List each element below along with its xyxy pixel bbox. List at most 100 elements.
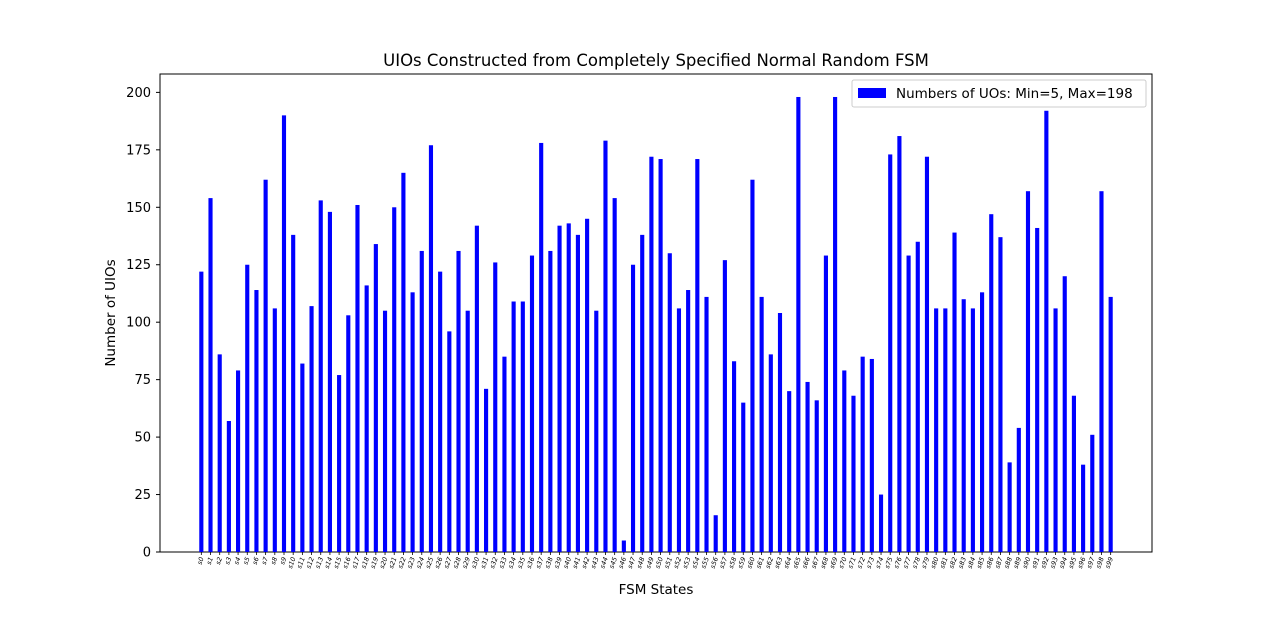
legend: Numbers of UOs: Min=5, Max=198 [851,79,1147,108]
bar-s61 [759,296,764,552]
bar-s6 [254,290,259,552]
bar-s26 [438,271,443,552]
bar-s74 [878,494,884,552]
x-tick-label: s67 [810,555,822,570]
bar-s19 [373,244,378,552]
x-tick-label: s76 [892,556,904,570]
x-tick-label: s70 [837,556,849,570]
bar-s63 [777,313,783,552]
y-tick-label: 0 [143,546,151,561]
x-tick-label: s30 [470,556,482,570]
bar-s97 [1090,434,1095,552]
x-tick-label: s34 [506,556,518,570]
x-tick-label: s14 [323,556,335,570]
bar-s15 [337,375,342,552]
x-tick-label: s42 [580,556,592,570]
x-tick-label: s55 [699,556,711,570]
x-tick-label: s35 [516,556,528,570]
x-tick-label: s31 [479,556,491,570]
x-tick-label: s59 [736,556,748,570]
x-tick-label: s90 [1021,556,1033,570]
x-tick-label: s26 [433,556,445,570]
x-tick-label: s45 [608,556,620,570]
legend-swatch [858,88,886,98]
y-tick-label: 100 [126,316,151,331]
bar-s67 [814,400,819,552]
y-axis: 0 25 50 75 100 125 150 175 200 [126,86,160,561]
bar-s27 [447,331,452,552]
bar-s88 [1007,462,1012,553]
x-tick-label: s47 [626,555,638,570]
y-tick-label: 175 [126,143,151,158]
plot-area [159,73,1153,553]
bar-s62 [768,354,773,552]
bar-s94 [1062,276,1067,552]
bar-s3 [226,421,231,552]
x-tick-label: s32 [488,556,500,570]
bar-s0 [199,271,204,552]
x-axis-label: FSM States [619,582,694,598]
bar-s25 [428,145,434,553]
bar-s12 [309,306,314,552]
bar-s77 [906,255,911,553]
x-tick-label: s98 [1094,556,1106,570]
bar-s66 [805,381,810,552]
bar-s80 [934,308,939,552]
x-tick-label: s43 [589,556,601,570]
bar-s76 [897,136,902,553]
x-tick-label: s52 [672,556,684,570]
bar-s37 [539,142,544,552]
x-tick-label: s27 [442,555,454,570]
bar-s70 [842,370,847,552]
y-tick-label: 150 [126,201,151,216]
x-tick-label: s7 [260,555,270,566]
bar-s93 [1053,308,1058,552]
x-tick-label: s38 [543,556,555,570]
x-tick-label: s21 [387,556,399,570]
bar-s60 [750,179,755,552]
x-tick-label: s19 [369,556,381,570]
bar-s45 [612,198,617,552]
x-tick-label: s65 [791,556,803,570]
bar-s98 [1099,191,1104,552]
x-tick-label: s61 [754,556,766,570]
bar-s4 [236,370,241,552]
x-tick-label: s83 [957,556,969,570]
x-tick-label: s71 [846,556,858,570]
bar-s52 [676,308,682,552]
x-tick-label: s94 [1058,556,1070,570]
bar-s59 [741,402,746,553]
x-tick-label: s25 [424,556,436,570]
x-tick-label: s75 [883,556,895,570]
bar-s49 [649,156,654,553]
x-tick-label: s79 [920,556,932,570]
bar-s38 [548,250,553,552]
bar-s48 [640,234,645,552]
x-tick-label: s84 [966,556,978,570]
x-tick-label: s23 [405,556,417,570]
bar-s99 [1108,296,1113,552]
x-tick-label: s24 [415,556,427,570]
bar-s41 [575,234,580,552]
bar-s82 [952,232,957,552]
x-tick-label: s72 [856,556,868,570]
x-tick-label: s33 [497,556,509,570]
x-tick-label: s41 [571,556,583,570]
bar-s1 [208,198,213,552]
bar-s75 [888,154,893,552]
bar-s64 [787,391,792,552]
x-tick-label: s73 [865,556,877,570]
x-tick-label: s40 [562,556,574,570]
x-tick-label: s99 [1104,556,1116,570]
x-tick-label: s56 [709,556,721,570]
bar-s78 [915,241,920,552]
x-tick-label: s1 [205,556,215,566]
bar-s57 [722,260,727,552]
bar-s53 [686,290,691,552]
x-tick-label: s54 [690,556,702,570]
x-tick-label: s17 [350,555,362,570]
bar-s32 [493,262,498,552]
bar-s40 [566,223,571,553]
y-axis-label: Number of UIOs [103,259,119,366]
x-tick-label: s74 [874,556,886,570]
